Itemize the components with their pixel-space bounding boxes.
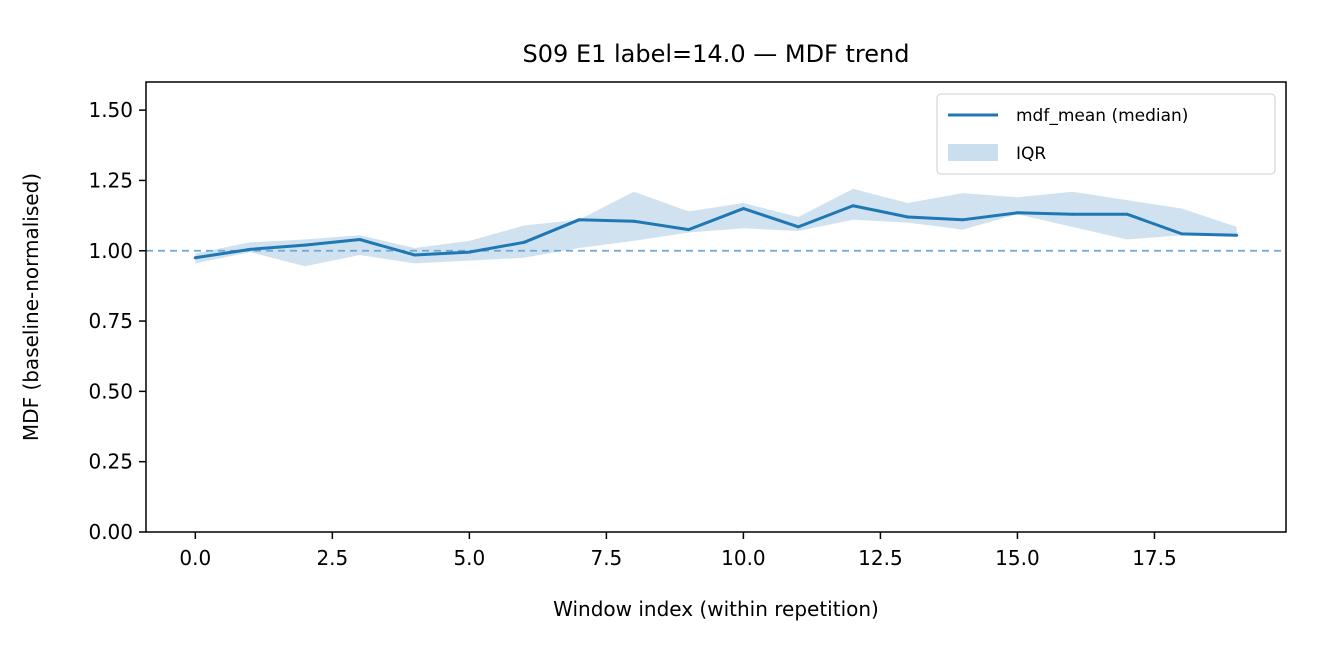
y-axis-ticks: 0.00 0.25 0.50 0.75 1.00 1.25 1.50 <box>88 98 146 544</box>
legend-box <box>936 93 1276 175</box>
x-tick-label: 17.5 <box>1132 546 1177 570</box>
legend: mdf_mean (median) IQR <box>936 93 1276 175</box>
median-series-line <box>195 204 1237 260</box>
x-tick-label: 10.0 <box>721 546 766 570</box>
iqr-band <box>195 188 1237 267</box>
y-tick-label: 0.75 <box>88 309 133 333</box>
median-point <box>577 218 581 222</box>
chart-title: S09 E1 label=14.0 — MDF trend <box>523 40 910 68</box>
median-point <box>303 243 307 247</box>
legend-label-iqr: IQR <box>1016 144 1046 164</box>
median-point <box>851 204 855 208</box>
median-point <box>1125 212 1129 216</box>
median-point <box>248 247 252 251</box>
median-point <box>522 240 526 244</box>
legend-band-swatch <box>948 144 998 161</box>
median-point <box>1070 212 1074 216</box>
legend-label-median: mdf_mean (median) <box>1016 106 1188 126</box>
median-point <box>632 219 636 223</box>
x-tick-label: 2.5 <box>316 546 348 570</box>
median-point <box>687 228 691 232</box>
x-axis-ticks: 0.0 2.5 5.0 7.5 10.0 12.5 15.0 17.5 <box>179 532 1177 570</box>
median-point <box>906 215 910 219</box>
x-tick-label: 12.5 <box>858 546 903 570</box>
median-point <box>1015 211 1019 215</box>
x-axis-label: Window index (within repetition) <box>553 597 879 621</box>
median-point <box>358 238 362 241</box>
median-point <box>413 253 417 257</box>
y-tick-label: 0.00 <box>88 520 133 544</box>
y-tick-label: 1.25 <box>88 168 133 192</box>
median-point <box>1235 233 1239 237</box>
y-tick-label: 1.50 <box>88 98 133 122</box>
x-tick-label: 0.0 <box>179 546 211 570</box>
y-tick-label: 0.50 <box>88 379 133 403</box>
median-point <box>193 256 197 260</box>
median-point <box>741 207 745 211</box>
y-tick-label: 1.00 <box>88 239 133 263</box>
x-tick-label: 5.0 <box>453 546 485 570</box>
y-tick-label: 0.25 <box>88 450 133 474</box>
median-point <box>961 218 965 222</box>
median-point <box>467 250 471 254</box>
median-point <box>1180 232 1184 236</box>
x-tick-label: 15.0 <box>995 546 1040 570</box>
median-point <box>796 225 800 229</box>
plot-area <box>146 188 1286 267</box>
y-axis-label: MDF (baseline-normalised) <box>19 173 43 441</box>
x-tick-label: 7.5 <box>590 546 622 570</box>
axes-frame <box>145 81 1287 533</box>
